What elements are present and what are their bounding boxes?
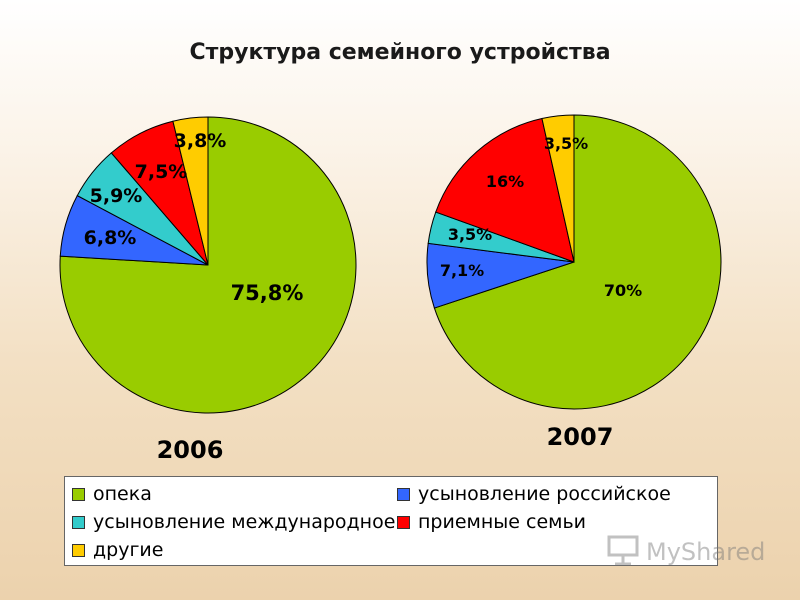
pie-chart-2006: 75,8% 6,8% 5,9%7,5% 3,8% 2006: [59, 116, 357, 464]
legend-swatch: [72, 543, 85, 557]
data-label: 3,8%: [174, 130, 227, 152]
data-label: 3,5%: [544, 134, 588, 153]
pie-slice: [541, 114, 575, 263]
pie-slice: [433, 114, 722, 410]
legend-label: усыновление международное: [93, 511, 396, 533]
legend-item-other: другие: [72, 539, 163, 561]
legend-item-international-adoption: усыновление международное: [72, 511, 395, 533]
legend-item-opeka: опека: [72, 483, 152, 505]
data-label: 7,5%: [135, 161, 188, 183]
legend-label: усыновление российское: [418, 483, 671, 505]
pie-chart-2007: 70% 7,1% 3,5% 16% 3,5% 2007: [426, 114, 722, 451]
presentation-board-icon: [606, 534, 640, 570]
data-label: 70%: [604, 281, 642, 300]
data-label: 75,8%: [231, 281, 304, 305]
legend-label: опека: [93, 483, 152, 505]
legend-item-foster-families: приемные семьи: [397, 511, 586, 533]
legend: опека усыновление российское усыновление…: [64, 476, 718, 566]
pie-slice: [435, 117, 575, 263]
watermark-text: MyShared: [646, 538, 766, 566]
data-label: 16%: [486, 172, 524, 191]
legend-item-russian-adoption: усыновление российское: [397, 483, 671, 505]
data-label: 6,8%: [84, 227, 137, 249]
legend-swatch: [72, 487, 85, 501]
year-label: 2006: [157, 436, 224, 464]
data-label: 5,9%: [90, 185, 143, 207]
data-label: 7,1%: [440, 261, 484, 280]
legend-swatch: [397, 487, 410, 501]
watermark: MyShared: [606, 534, 765, 570]
legend-swatch: [397, 515, 410, 529]
data-label: 3,5%: [448, 225, 492, 244]
year-label: 2007: [547, 423, 614, 451]
legend-label: приемные семьи: [418, 511, 587, 533]
pie-slice: [172, 116, 209, 266]
legend-swatch: [72, 515, 85, 529]
legend-label: другие: [93, 539, 164, 561]
chart-title: Структура семейного устройства: [189, 40, 611, 65]
